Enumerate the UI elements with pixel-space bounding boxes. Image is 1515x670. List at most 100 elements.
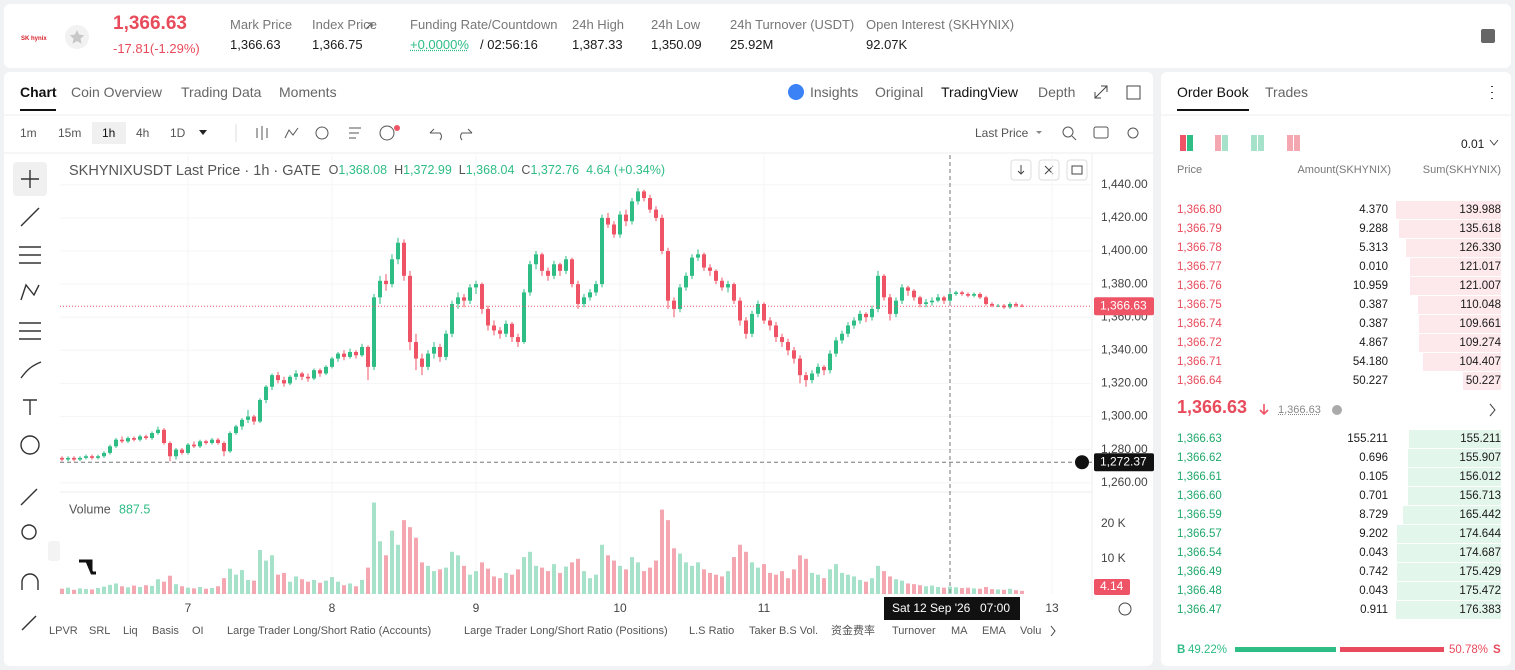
window-icon[interactable] — [1126, 85, 1141, 100]
candle-body — [384, 280, 388, 285]
y-tick-label: 1,260.00 — [1101, 475, 1148, 489]
indicator[interactable]: Basis — [152, 625, 179, 637]
ob-tab[interactable]: Trades — [1265, 84, 1309, 100]
candle-body — [546, 270, 550, 276]
candle-body — [846, 325, 850, 334]
volume-bar — [756, 567, 760, 594]
indicator[interactable]: Liq — [123, 625, 138, 637]
ob-price[interactable]: 1,366.77 — [1177, 261, 1222, 273]
indicator[interactable]: MA — [951, 625, 968, 637]
ob-sum: 121.017 — [1459, 261, 1501, 273]
view-tab[interactable]: Original — [875, 84, 924, 100]
indicator[interactable]: L.S Ratio — [689, 625, 735, 637]
ob-price[interactable]: 1,366.64 — [1177, 375, 1222, 387]
indicator[interactable]: Large Trader Long/Short Ratio (Positions… — [464, 625, 668, 637]
volume-bar — [930, 585, 934, 594]
candle-body — [540, 254, 544, 271]
indicator[interactable]: EMA — [982, 625, 1006, 637]
ob-price[interactable]: 1,366.78 — [1177, 242, 1222, 254]
chart-tab[interactable]: Moments — [279, 84, 337, 100]
candle-body — [78, 457, 82, 460]
ob-amount: 54.180 — [1352, 356, 1388, 368]
chart-tab[interactable]: Chart — [20, 84, 57, 100]
ob-sum: 126.330 — [1459, 242, 1501, 254]
pane-controls[interactable] — [1010, 159, 1132, 637]
ob-price[interactable]: 1,366.76 — [1177, 280, 1222, 292]
ob-price[interactable]: 1,366.60 — [1177, 490, 1222, 502]
view-tab[interactable]: TradingView — [941, 84, 1019, 100]
volume-bar — [798, 555, 802, 594]
dropdown-arrow[interactable] — [1036, 131, 1042, 134]
volume-bar — [126, 587, 130, 594]
toolbar-icons[interactable] — [235, 124, 1139, 142]
ob-price[interactable]: 1,366.48 — [1177, 585, 1222, 597]
drawing-tools[interactable] — [19, 170, 42, 631]
indicator[interactable]: Volu — [1020, 625, 1042, 637]
candle-body — [390, 259, 394, 285]
candle-body — [348, 351, 352, 357]
indicator[interactable]: LPVR — [49, 625, 78, 637]
volume-bar — [822, 578, 826, 594]
price-source[interactable]: Last Price — [975, 126, 1029, 140]
stat-value: 1,366.75 — [312, 37, 363, 52]
ob-price[interactable]: 1,366.63 — [1177, 433, 1222, 445]
ob-price[interactable]: 1,366.49 — [1177, 566, 1222, 578]
chart-tab[interactable]: Trading Data — [181, 84, 262, 100]
ob-price[interactable]: 1,366.54 — [1177, 547, 1222, 559]
crosshair-price-tag — [1094, 453, 1154, 472]
candle-body — [636, 191, 640, 202]
crosshair-time: 07:00 — [980, 601, 1010, 615]
chevron[interactable] — [1489, 403, 1496, 417]
ob-tab[interactable]: Order Book — [1177, 84, 1249, 100]
candle-body — [648, 198, 652, 210]
interval[interactable]: 1h — [102, 126, 116, 140]
ob-price[interactable]: 1,366.72 — [1177, 337, 1222, 349]
menu-icon[interactable] — [1481, 29, 1495, 43]
interval[interactable]: 15m — [58, 126, 82, 140]
ob-price[interactable]: 1,366.71 — [1177, 356, 1222, 368]
view-tab[interactable]: Insights — [810, 84, 859, 100]
depth-bar — [1418, 296, 1501, 314]
ob-price[interactable]: 1,366.79 — [1177, 223, 1222, 235]
ob-header: Price — [1177, 164, 1203, 176]
ob-header: Sum(SKHYNIX) — [1422, 164, 1501, 176]
ob-price[interactable]: 1,366.75 — [1177, 299, 1222, 311]
expand-icon[interactable] — [1094, 85, 1108, 99]
volume-bar — [132, 585, 136, 594]
layout-buttons[interactable] — [1180, 135, 1300, 151]
ob-price[interactable]: 1,366.61 — [1177, 471, 1222, 483]
ob-price[interactable]: 1,366.62 — [1177, 452, 1222, 464]
interval[interactable]: 1D — [170, 126, 186, 140]
indicator[interactable]: SRL — [89, 625, 111, 637]
interval[interactable]: 4h — [136, 126, 150, 140]
volume-bar — [216, 586, 220, 594]
volume-bar — [498, 578, 502, 594]
indicator[interactable]: OI — [192, 625, 204, 637]
ob-step[interactable]: 0.01 — [1461, 137, 1485, 151]
volume-bar — [750, 562, 754, 594]
ob-price[interactable]: 1,366.74 — [1177, 318, 1222, 330]
dropdown-arrow[interactable] — [1489, 139, 1499, 146]
ob-price[interactable]: 1,366.59 — [1177, 509, 1222, 521]
ob-price[interactable]: 1,366.57 — [1177, 528, 1222, 540]
indicator[interactable]: Taker B.S Vol. — [749, 625, 819, 637]
chart-legend: SKHYNIXUSDT Last Price · 1h · GATE O1,368… — [69, 163, 665, 179]
dropdown-arrow[interactable] — [199, 130, 207, 135]
volume-bar — [426, 565, 430, 594]
ob-price[interactable]: 1,366.80 — [1177, 204, 1222, 216]
view-tab[interactable]: Depth — [1038, 84, 1076, 100]
ob-price[interactable]: 1,366.47 — [1177, 604, 1222, 616]
interval-selected — [92, 122, 126, 144]
volume-bar — [354, 586, 358, 594]
indicator[interactable]: Large Trader Long/Short Ratio (Accounts) — [227, 625, 432, 637]
indicator[interactable]: 资金费率 — [831, 625, 875, 637]
candle-body — [258, 399, 262, 422]
indicator[interactable]: Turnover — [892, 625, 936, 637]
volume-bar — [192, 588, 196, 594]
depth-bar — [1396, 563, 1501, 581]
chart-tab[interactable]: Coin Overview — [71, 84, 163, 100]
interval[interactable]: 1m — [20, 126, 37, 140]
volume-bar — [174, 584, 178, 594]
collapse-button[interactable] — [48, 541, 60, 561]
depth-bar — [1463, 372, 1501, 390]
